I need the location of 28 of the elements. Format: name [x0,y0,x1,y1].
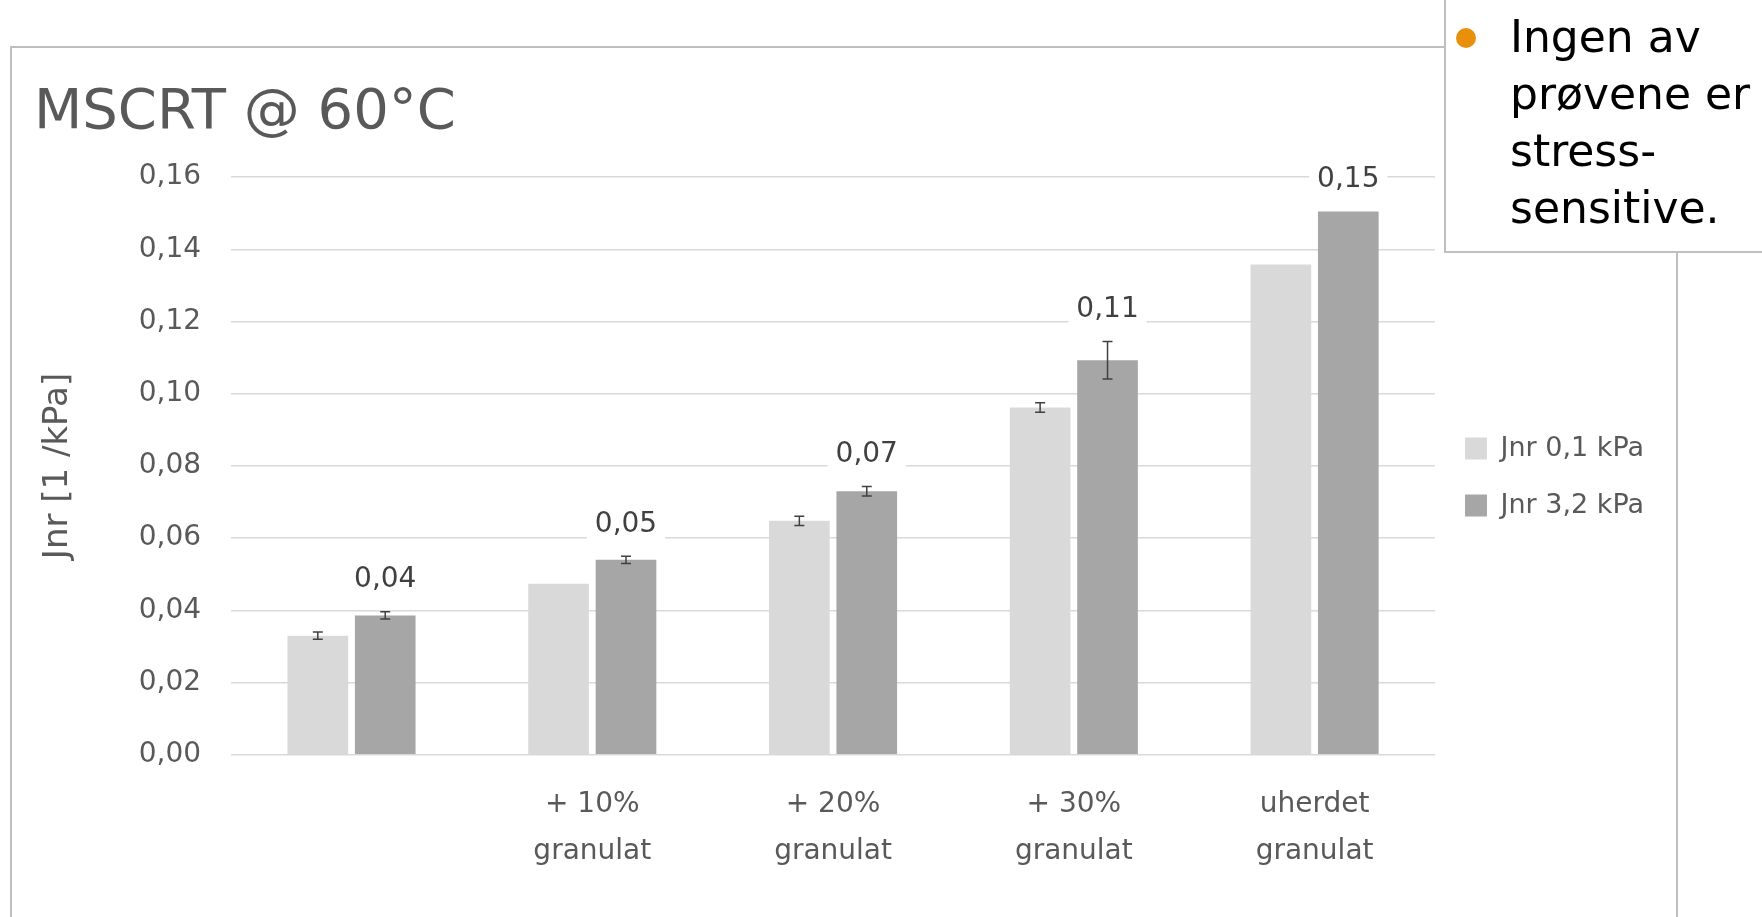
legend-label: Jnr 0,1 kPa [1498,430,1644,462]
x-tick-label: + 30% granulat [1014,785,1133,867]
y-tick-label: 0,06 [138,519,202,553]
bar [354,615,416,755]
bar [1077,360,1138,755]
bar [836,491,898,755]
data-label: 0,11 [1076,290,1139,324]
y-tick-label: 0,08 [138,447,202,481]
bar [595,559,657,755]
y-tick-label: 0,02 [138,663,202,697]
data-label: 0,04 [354,561,417,595]
x-tick-label: + 10% granulat [533,785,652,867]
chart-title: MSCRT @ 60°C [34,76,456,142]
y-tick-label: 0,12 [138,302,202,336]
data-label: 0,05 [594,505,658,539]
y-tick-label: 0,00 [138,736,202,770]
legend-label: Jnr 3,2 kPa [1498,487,1644,519]
y-tick-label: 0,04 [138,591,202,625]
y-axis-title: Jnr [1 /kPa] [35,372,76,562]
text: Ingen av prøvene er stress-sensitive. [1510,11,1751,233]
bar [1317,211,1379,755]
data-label: 0,15 [1317,160,1380,194]
y-tick-label: 0,10 [138,375,202,409]
y-tick-label: 0,16 [138,158,202,192]
data-label: 0,07 [835,435,898,469]
y-tick-label: 0,14 [138,230,202,264]
x-tick-label: + 20% granulat [774,785,892,867]
x-tick-label: uherdet granulat [1255,785,1374,867]
